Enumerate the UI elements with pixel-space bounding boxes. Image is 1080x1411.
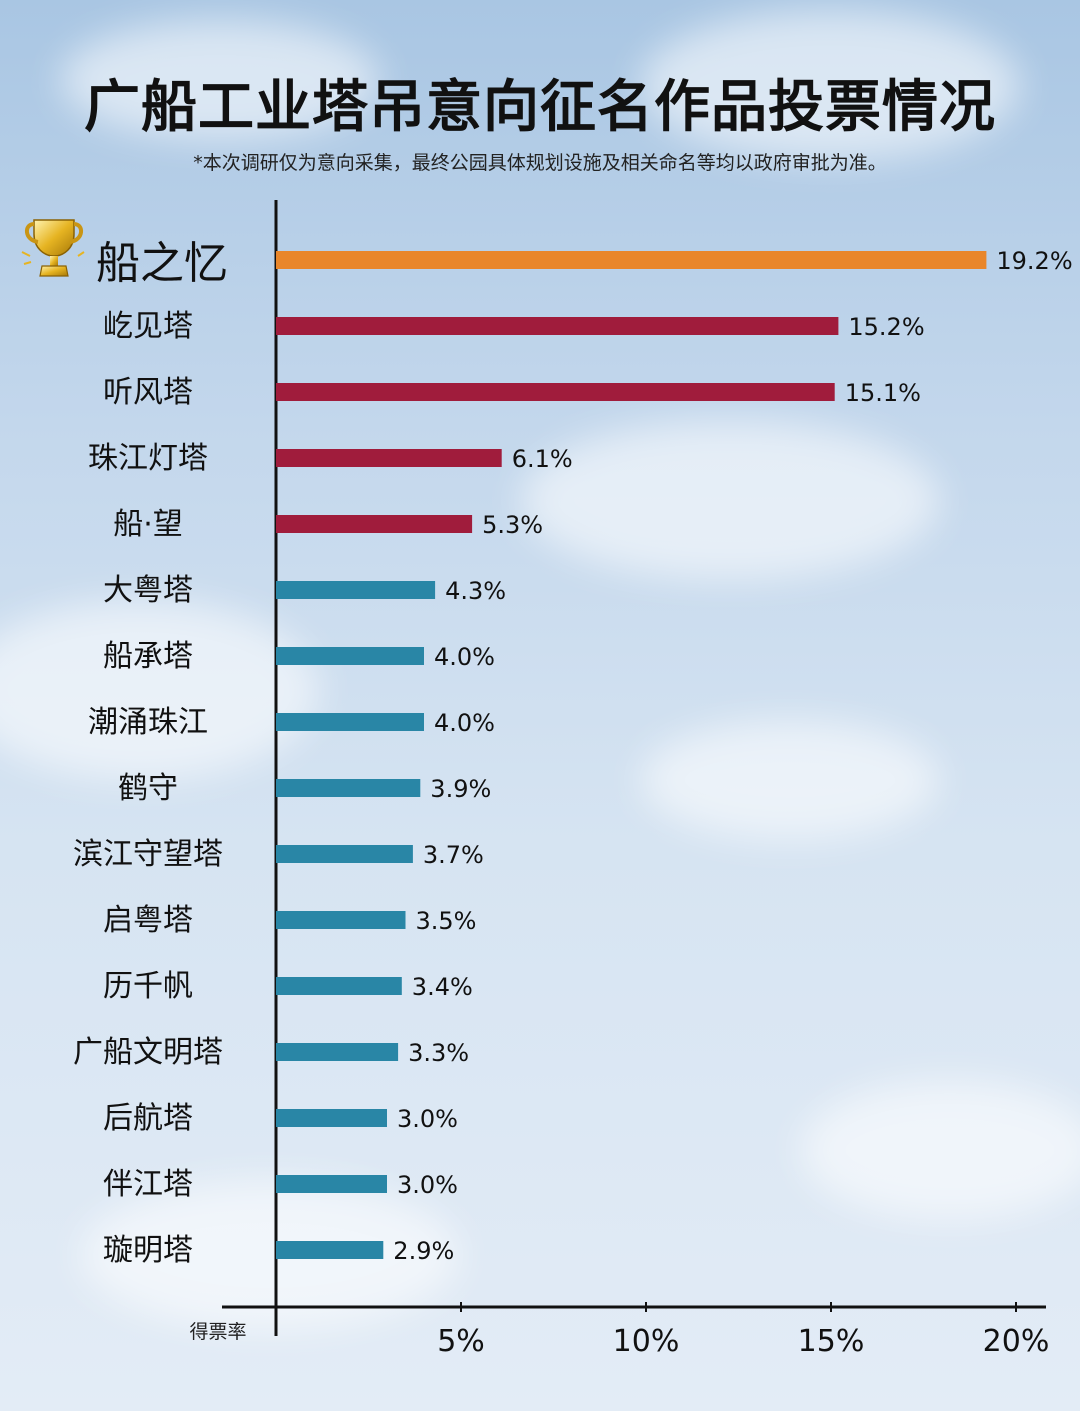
data-label: 15.1% xyxy=(845,379,921,407)
data-label: 3.3% xyxy=(408,1039,469,1067)
data-label: 3.5% xyxy=(416,907,477,935)
chart-subtitle: *本次调研仅为意向采集，最终公园具体规划设施及相关命名等均以政府审批为准。 xyxy=(193,152,887,174)
category-label: 屹见塔 xyxy=(103,309,193,344)
data-label: 3.0% xyxy=(397,1105,458,1133)
bar xyxy=(276,1109,387,1127)
bar xyxy=(276,713,424,731)
category-label: 潮涌珠江 xyxy=(88,705,208,740)
x-tick-label: 10% xyxy=(613,1324,680,1359)
category-label: 鹤守 xyxy=(118,771,178,806)
category-label: 广船文明塔 xyxy=(73,1035,223,1070)
data-label: 5.3% xyxy=(482,511,543,539)
bar xyxy=(276,845,413,863)
bar xyxy=(276,581,436,599)
data-label: 3.0% xyxy=(397,1171,458,1199)
bar xyxy=(276,1043,399,1061)
bar xyxy=(276,251,987,269)
category-label: 船之忆 xyxy=(96,238,228,289)
bar xyxy=(276,647,424,665)
category-label: 船承塔 xyxy=(103,639,193,674)
data-label: 15.2% xyxy=(848,313,924,341)
category-label: 启粤塔 xyxy=(103,903,193,938)
data-label: 6.1% xyxy=(512,445,573,473)
category-label: 后航塔 xyxy=(103,1101,193,1136)
chart-title: 广船工业塔吊意向征名作品投票情况 xyxy=(84,75,996,140)
x-axis-title: 得票率 xyxy=(189,1321,246,1343)
category-label: 璇明塔 xyxy=(103,1233,193,1268)
data-label: 4.3% xyxy=(445,577,506,605)
data-label: 3.7% xyxy=(423,841,484,869)
bar xyxy=(276,317,839,335)
category-label: 珠江灯塔 xyxy=(88,441,208,476)
bar xyxy=(276,1175,387,1193)
category-label: 滨江守望塔 xyxy=(73,837,223,872)
x-tick-label: 5% xyxy=(437,1324,485,1359)
bar xyxy=(276,911,406,929)
bar xyxy=(276,449,502,467)
data-label: 3.9% xyxy=(430,775,491,803)
bar xyxy=(276,383,835,401)
category-label: 船·望 xyxy=(113,507,183,542)
category-label: 大粤塔 xyxy=(103,573,193,608)
trophy-icon xyxy=(21,219,85,277)
category-label: 伴江塔 xyxy=(103,1167,193,1202)
x-tick-label: 20% xyxy=(983,1324,1050,1359)
data-label: 4.0% xyxy=(434,709,495,737)
bar xyxy=(276,977,402,995)
bar xyxy=(276,1241,384,1259)
bar xyxy=(276,515,473,533)
bar xyxy=(276,779,421,797)
data-label: 2.9% xyxy=(393,1237,454,1265)
category-label: 听风塔 xyxy=(103,375,193,410)
category-label: 历千帆 xyxy=(103,969,193,1004)
x-tick-label: 15% xyxy=(798,1324,865,1359)
data-label: 3.4% xyxy=(412,973,473,1001)
data-label: 19.2% xyxy=(996,247,1072,275)
data-label: 4.0% xyxy=(434,643,495,671)
